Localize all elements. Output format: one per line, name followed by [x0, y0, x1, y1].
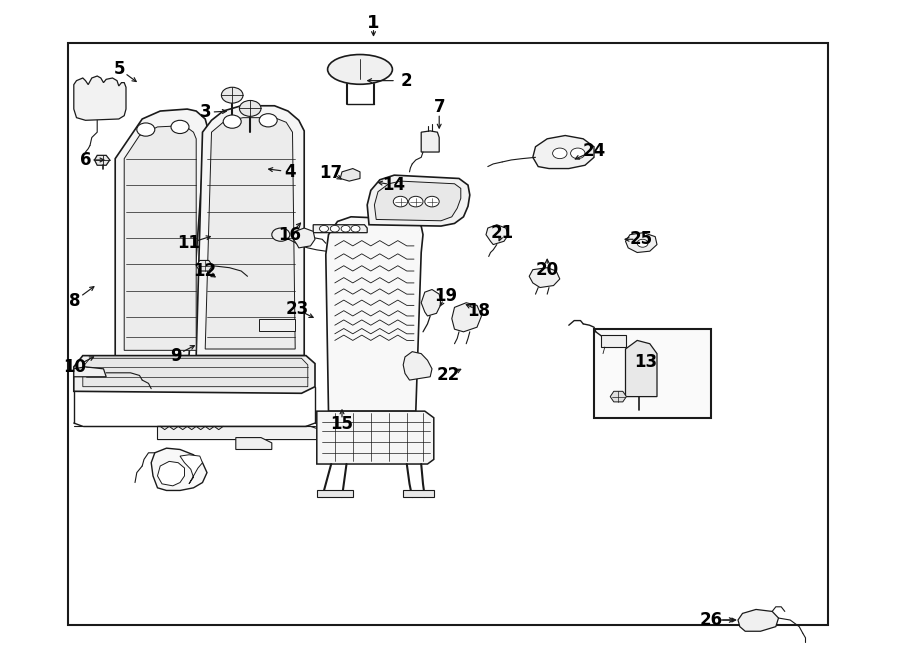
- Text: 1: 1: [367, 14, 380, 32]
- Bar: [68, 43, 828, 625]
- Circle shape: [171, 120, 189, 134]
- Polygon shape: [83, 358, 308, 387]
- Text: 21: 21: [491, 223, 514, 242]
- Polygon shape: [738, 609, 778, 631]
- Ellipse shape: [328, 55, 392, 84]
- Polygon shape: [403, 352, 432, 380]
- Circle shape: [330, 225, 339, 232]
- Polygon shape: [74, 76, 126, 120]
- Circle shape: [393, 196, 408, 207]
- Polygon shape: [626, 233, 657, 253]
- Text: 12: 12: [194, 262, 217, 280]
- Polygon shape: [158, 426, 331, 440]
- Circle shape: [409, 196, 423, 207]
- Text: 15: 15: [330, 415, 354, 434]
- Text: 2: 2: [401, 71, 412, 90]
- Polygon shape: [151, 448, 207, 490]
- Text: 10: 10: [63, 358, 86, 376]
- Polygon shape: [196, 106, 304, 356]
- Text: 4: 4: [284, 163, 295, 181]
- Circle shape: [272, 228, 290, 241]
- Bar: [259, 319, 295, 330]
- Polygon shape: [205, 118, 295, 349]
- Text: 20: 20: [536, 260, 559, 279]
- Polygon shape: [74, 356, 315, 393]
- Text: 13: 13: [634, 353, 658, 371]
- Circle shape: [637, 239, 648, 247]
- Text: 16: 16: [278, 225, 302, 244]
- Text: 23: 23: [285, 300, 309, 319]
- Polygon shape: [292, 228, 315, 248]
- Polygon shape: [196, 260, 212, 271]
- Polygon shape: [158, 461, 184, 486]
- Circle shape: [571, 148, 585, 159]
- Polygon shape: [124, 126, 196, 350]
- Bar: [594, 329, 711, 418]
- Polygon shape: [340, 169, 360, 181]
- Polygon shape: [374, 181, 461, 221]
- Polygon shape: [367, 175, 470, 226]
- Circle shape: [259, 114, 277, 127]
- Text: 9: 9: [170, 346, 181, 365]
- Polygon shape: [326, 217, 423, 411]
- Polygon shape: [421, 290, 441, 316]
- Text: 25: 25: [629, 230, 652, 249]
- Text: 5: 5: [114, 60, 125, 79]
- Text: 17: 17: [320, 164, 343, 182]
- Polygon shape: [115, 109, 207, 357]
- Polygon shape: [94, 155, 110, 165]
- Polygon shape: [529, 268, 560, 288]
- Polygon shape: [236, 438, 272, 449]
- Text: 8: 8: [69, 292, 80, 310]
- Polygon shape: [74, 367, 106, 377]
- Text: 18: 18: [467, 301, 491, 320]
- Circle shape: [221, 87, 243, 103]
- Text: 7: 7: [434, 98, 445, 116]
- Polygon shape: [403, 490, 434, 497]
- Polygon shape: [317, 490, 353, 497]
- Text: 24: 24: [582, 141, 606, 160]
- Polygon shape: [626, 340, 657, 397]
- Polygon shape: [180, 455, 202, 484]
- Circle shape: [320, 225, 328, 232]
- Circle shape: [553, 148, 567, 159]
- Circle shape: [351, 225, 360, 232]
- Polygon shape: [421, 131, 439, 152]
- Circle shape: [137, 123, 155, 136]
- Circle shape: [341, 225, 350, 232]
- Text: 11: 11: [177, 234, 201, 253]
- Polygon shape: [486, 225, 508, 245]
- Text: 6: 6: [80, 151, 91, 169]
- Circle shape: [239, 100, 261, 116]
- Text: 19: 19: [434, 287, 457, 305]
- Bar: [601, 335, 626, 347]
- Polygon shape: [533, 136, 594, 169]
- Text: 22: 22: [436, 366, 460, 385]
- Text: 14: 14: [382, 176, 406, 194]
- Polygon shape: [610, 391, 626, 402]
- Polygon shape: [313, 225, 367, 233]
- Polygon shape: [317, 411, 434, 464]
- Text: 3: 3: [200, 103, 211, 122]
- Polygon shape: [452, 303, 482, 332]
- Text: 26: 26: [699, 611, 723, 629]
- Circle shape: [425, 196, 439, 207]
- Circle shape: [223, 115, 241, 128]
